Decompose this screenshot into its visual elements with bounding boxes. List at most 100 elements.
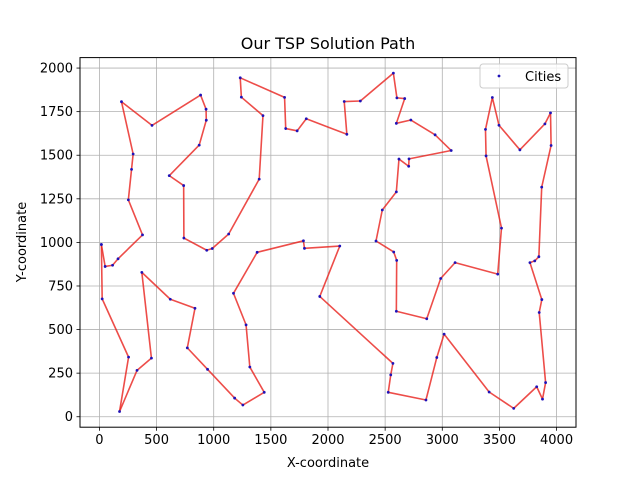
- path-segment: [233, 397, 244, 406]
- path-segment: [141, 271, 172, 301]
- path-segment: [395, 310, 428, 320]
- path-segment: [519, 123, 546, 151]
- city-point: [497, 123, 501, 127]
- path-segment: [443, 333, 490, 393]
- city-point: [541, 397, 544, 401]
- city-point: [120, 100, 123, 104]
- path-segment: [169, 298, 196, 310]
- path-segment: [387, 374, 392, 394]
- path-segment: [118, 369, 138, 413]
- y-tick-label: 1500: [40, 149, 73, 164]
- path-segment: [258, 114, 264, 180]
- path-segment: [375, 209, 384, 242]
- path-segment: [435, 333, 445, 359]
- city-point: [206, 367, 209, 371]
- y-axis-ticks: 0 250 500 750 1000 1250 1500 1750 2000: [40, 62, 80, 425]
- x-tick-label: 4000: [540, 433, 573, 448]
- city-point: [227, 232, 231, 236]
- city-point: [318, 295, 322, 298]
- path-segment: [343, 100, 362, 103]
- y-tick-label: 500: [48, 323, 73, 338]
- city-point: [100, 297, 104, 301]
- y-axis-label: Y-coordinate: [15, 202, 30, 283]
- x-axis-label: X-coordinate: [287, 456, 369, 471]
- city-point: [193, 306, 197, 310]
- path-segment: [395, 119, 412, 125]
- city-point: [535, 385, 539, 389]
- city-point: [425, 317, 429, 321]
- city-point: [185, 346, 189, 350]
- city-point: [394, 121, 398, 125]
- city-point: [232, 291, 235, 295]
- grid: [80, 57, 576, 428]
- path-segment: [232, 292, 247, 326]
- path-segment: [395, 97, 406, 125]
- path-segment: [249, 366, 266, 394]
- city-point: [409, 118, 413, 122]
- city-point: [126, 198, 130, 202]
- path-segment: [100, 243, 103, 300]
- city-point: [549, 111, 552, 115]
- city-point: [537, 255, 541, 259]
- path-segment: [395, 158, 400, 193]
- path-segment: [485, 155, 503, 229]
- city-point: [199, 93, 202, 97]
- city-point: [543, 122, 547, 126]
- path-segment: [549, 112, 552, 147]
- path-segment: [318, 245, 341, 298]
- city-point: [303, 246, 306, 250]
- city-point: [116, 257, 120, 261]
- city-point: [283, 95, 286, 99]
- city-point: [140, 270, 144, 274]
- city-point: [302, 239, 305, 243]
- path-segment: [389, 362, 394, 376]
- path-segment: [239, 77, 286, 99]
- path-segment: [512, 385, 538, 410]
- path-segment: [496, 227, 503, 275]
- city-point: [374, 239, 378, 243]
- path-segment: [538, 186, 543, 258]
- path-segment: [239, 77, 243, 98]
- path-segment: [538, 311, 547, 384]
- path-segment: [256, 240, 305, 254]
- city-point: [500, 226, 503, 230]
- path-segment: [227, 178, 261, 235]
- city-point: [518, 148, 522, 152]
- city-point: [358, 99, 362, 103]
- city-point: [424, 398, 428, 402]
- city-point: [484, 154, 488, 158]
- path-segment: [343, 100, 348, 136]
- city-point: [238, 76, 242, 80]
- city-point: [496, 272, 500, 276]
- path-segment: [183, 237, 208, 252]
- city-point: [118, 410, 121, 413]
- path-segment: [186, 347, 209, 371]
- y-tick-label: 1000: [40, 236, 73, 251]
- city-point: [168, 297, 172, 301]
- path-segment: [151, 94, 202, 127]
- path-segment: [408, 149, 453, 160]
- path-segment: [232, 251, 258, 295]
- y-tick-label: 750: [48, 279, 73, 294]
- path-segment: [111, 257, 119, 267]
- city-point: [528, 261, 532, 265]
- city-point: [342, 100, 346, 103]
- city-point: [533, 259, 537, 263]
- city-point: [487, 390, 491, 394]
- legend: Cities: [479, 63, 569, 89]
- city-point: [130, 167, 133, 171]
- city-point: [397, 157, 401, 161]
- city-point: [391, 71, 395, 75]
- city-point: [141, 233, 144, 237]
- city-point: [391, 361, 395, 365]
- city-point: [244, 323, 248, 327]
- path-segment: [296, 117, 308, 132]
- path-segment: [392, 251, 398, 262]
- path-segment: [425, 356, 438, 401]
- path-segment: [136, 357, 153, 372]
- path-segment: [284, 127, 298, 132]
- path-segment: [392, 72, 398, 99]
- city-point: [182, 184, 186, 187]
- city-point: [304, 117, 308, 121]
